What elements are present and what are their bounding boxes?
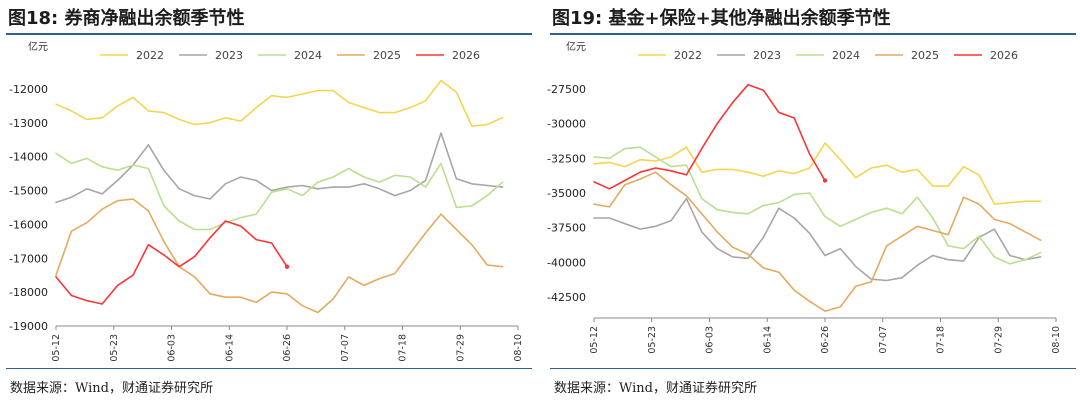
- series-line-2025: [593, 171, 1042, 312]
- legend-label: 2025: [911, 49, 939, 62]
- x-tick-label: 08-10: [513, 334, 524, 362]
- y-tick-label: -37500: [547, 222, 586, 235]
- figure-18-panel: 图18: 券商净融出余额季节性 亿元 2022 2023 2024 2025 2026 -1…: [0, 0, 532, 416]
- y-tick-label: -15000: [9, 185, 48, 198]
- unit-label: 亿元: [566, 40, 586, 53]
- x-tick-label: 07-18: [936, 326, 947, 354]
- unit-label: 亿元: [28, 40, 48, 53]
- x-tick-label: 08-10: [1051, 326, 1062, 354]
- footer-divider: [550, 368, 1076, 369]
- x-tick-label: 06-03: [167, 334, 178, 362]
- legend-label: 2022: [674, 49, 702, 62]
- series-line-2022: [593, 142, 1042, 205]
- x-tick-label: 05-12: [589, 326, 600, 354]
- seasonal-line-chart: 亿元 2022 2023 2024 2025 2026 -12000 -13000 -14000…: [9, 40, 524, 362]
- series-line-2026: [593, 83, 826, 190]
- y-tick-label: -13000: [9, 117, 48, 130]
- x-tick-label: 07-07: [340, 334, 351, 362]
- x-tick-label: 05-23: [109, 334, 120, 362]
- y-tick-label: -32500: [547, 152, 586, 165]
- seasonal-line-chart: 亿元 2022 2023 2024 2025 2026 -27500 -30000 -32500…: [547, 40, 1062, 354]
- series-line-2026: [55, 220, 288, 305]
- series-line-2024: [593, 146, 1042, 265]
- y-tick-label: -27500: [547, 83, 586, 96]
- series-line-2023: [55, 132, 504, 204]
- y-tick-label: -12000: [9, 83, 48, 96]
- legend-label: 2024: [832, 49, 860, 62]
- x-axis: 05-12 05-23 06-03 06-14 06-26 07-07 07-18 07-29…: [589, 317, 1062, 354]
- legend: 2022 2023 2024 2025 2026: [100, 49, 480, 62]
- legend-label: 2025: [373, 49, 401, 62]
- series-end-point: [822, 178, 828, 183]
- y-tick-label: -18000: [9, 286, 48, 299]
- series-line-2022: [55, 79, 504, 127]
- y-axis: -27500 -30000 -32500 -35000 -37500 -40000 -425…: [547, 83, 586, 304]
- series-group: [55, 79, 504, 314]
- legend-label: 2024: [294, 49, 322, 62]
- legend-label: 2023: [215, 49, 243, 62]
- x-tick-label: 06-14: [762, 326, 773, 354]
- x-tick-label: 05-23: [647, 326, 658, 354]
- legend-label: 2026: [452, 49, 480, 62]
- x-axis: 05-12 05-23 06-03 06-14 06-26 07-07 07-18 07-29…: [51, 325, 524, 362]
- y-tick-label: -19000: [9, 320, 48, 333]
- legend-label: 2023: [753, 49, 781, 62]
- data-source-note: 数据来源：Wind，财通证券研究所: [554, 381, 757, 396]
- series-end-point: [284, 264, 290, 269]
- x-tick-label: 06-26: [820, 326, 831, 354]
- series-line-2023: [593, 197, 1042, 282]
- data-source-note: 数据来源：Wind，财通证券研究所: [10, 381, 213, 396]
- x-tick-label: 07-29: [993, 326, 1004, 354]
- legend-label: 2022: [136, 49, 164, 62]
- title-divider: [6, 33, 532, 35]
- x-tick-label: 07-07: [878, 326, 889, 354]
- x-tick-label: 07-29: [455, 334, 466, 362]
- y-tick-label: -14000: [9, 151, 48, 164]
- x-tick-label: 06-14: [224, 334, 235, 362]
- x-tick-label: 07-18: [398, 334, 409, 362]
- legend-label: 2026: [990, 49, 1018, 62]
- series-line-2024: [55, 152, 504, 231]
- series-line-2025: [55, 198, 504, 314]
- y-tick-label: -16000: [9, 218, 48, 231]
- y-tick-label: -35000: [547, 187, 586, 200]
- x-tick-label: 06-03: [705, 326, 716, 354]
- y-tick-label: -30000: [547, 118, 586, 131]
- legend: 2022 2023 2024 2025 2026: [638, 49, 1018, 62]
- y-axis: -12000 -13000 -14000 -15000 -16000 -17000 -180…: [9, 83, 48, 333]
- y-tick-label: -17000: [9, 252, 48, 265]
- figure-title: 图19: 基金+保险+其他净融出余额季节性: [552, 8, 891, 29]
- y-tick-label: -40000: [547, 256, 586, 269]
- figure-19-panel: 图19: 基金+保险+其他净融出余额季节性 亿元 2022 2023 2024 2025…: [544, 0, 1076, 416]
- title-divider: [550, 33, 1076, 35]
- x-tick-label: 05-12: [51, 334, 62, 362]
- y-tick-label: -42500: [547, 291, 586, 304]
- figure-title: 图18: 券商净融出余额季节性: [8, 8, 245, 29]
- x-tick-label: 06-26: [282, 334, 293, 362]
- footer-divider: [6, 368, 532, 369]
- series-group: [593, 83, 1042, 312]
